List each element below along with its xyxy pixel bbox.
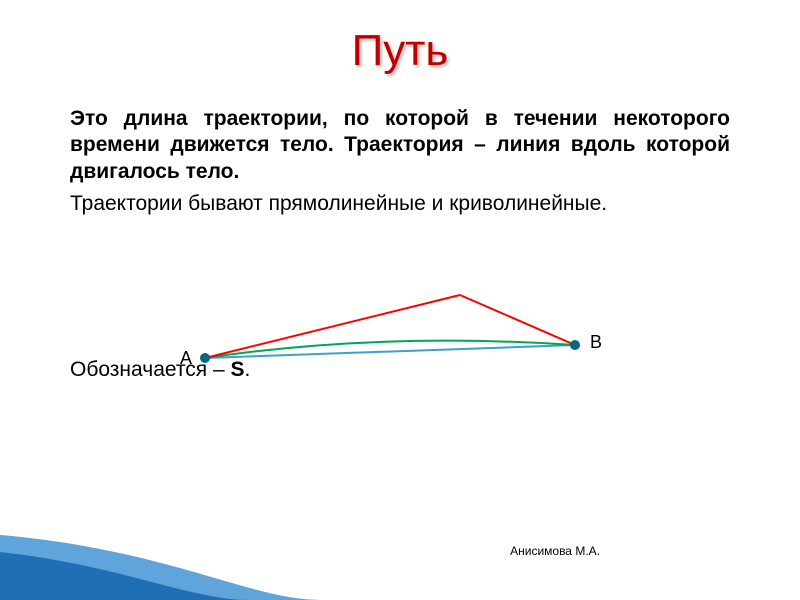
slide: Путь Это длина траектории, по которой в … — [0, 0, 800, 600]
point-b — [570, 340, 580, 350]
accent-gloss — [0, 535, 320, 600]
line-red-right — [460, 295, 575, 345]
accent-main — [0, 535, 320, 600]
label-a: A — [180, 348, 192, 369]
line-red-left — [205, 295, 460, 358]
trajectory-types-paragraph: Траектории бывают прямолинейные и кривол… — [70, 191, 730, 217]
slide-title: Путь — [70, 26, 730, 76]
label-b: B — [590, 332, 602, 353]
point-a — [200, 353, 210, 363]
definition-paragraph: Это длина траектории, по которой в течен… — [70, 106, 730, 185]
trajectory-diagram: A B — [130, 290, 650, 410]
trajectory-svg — [130, 290, 650, 410]
author-credit: Анисимова М.А. — [510, 544, 600, 558]
corner-accent — [0, 480, 800, 600]
